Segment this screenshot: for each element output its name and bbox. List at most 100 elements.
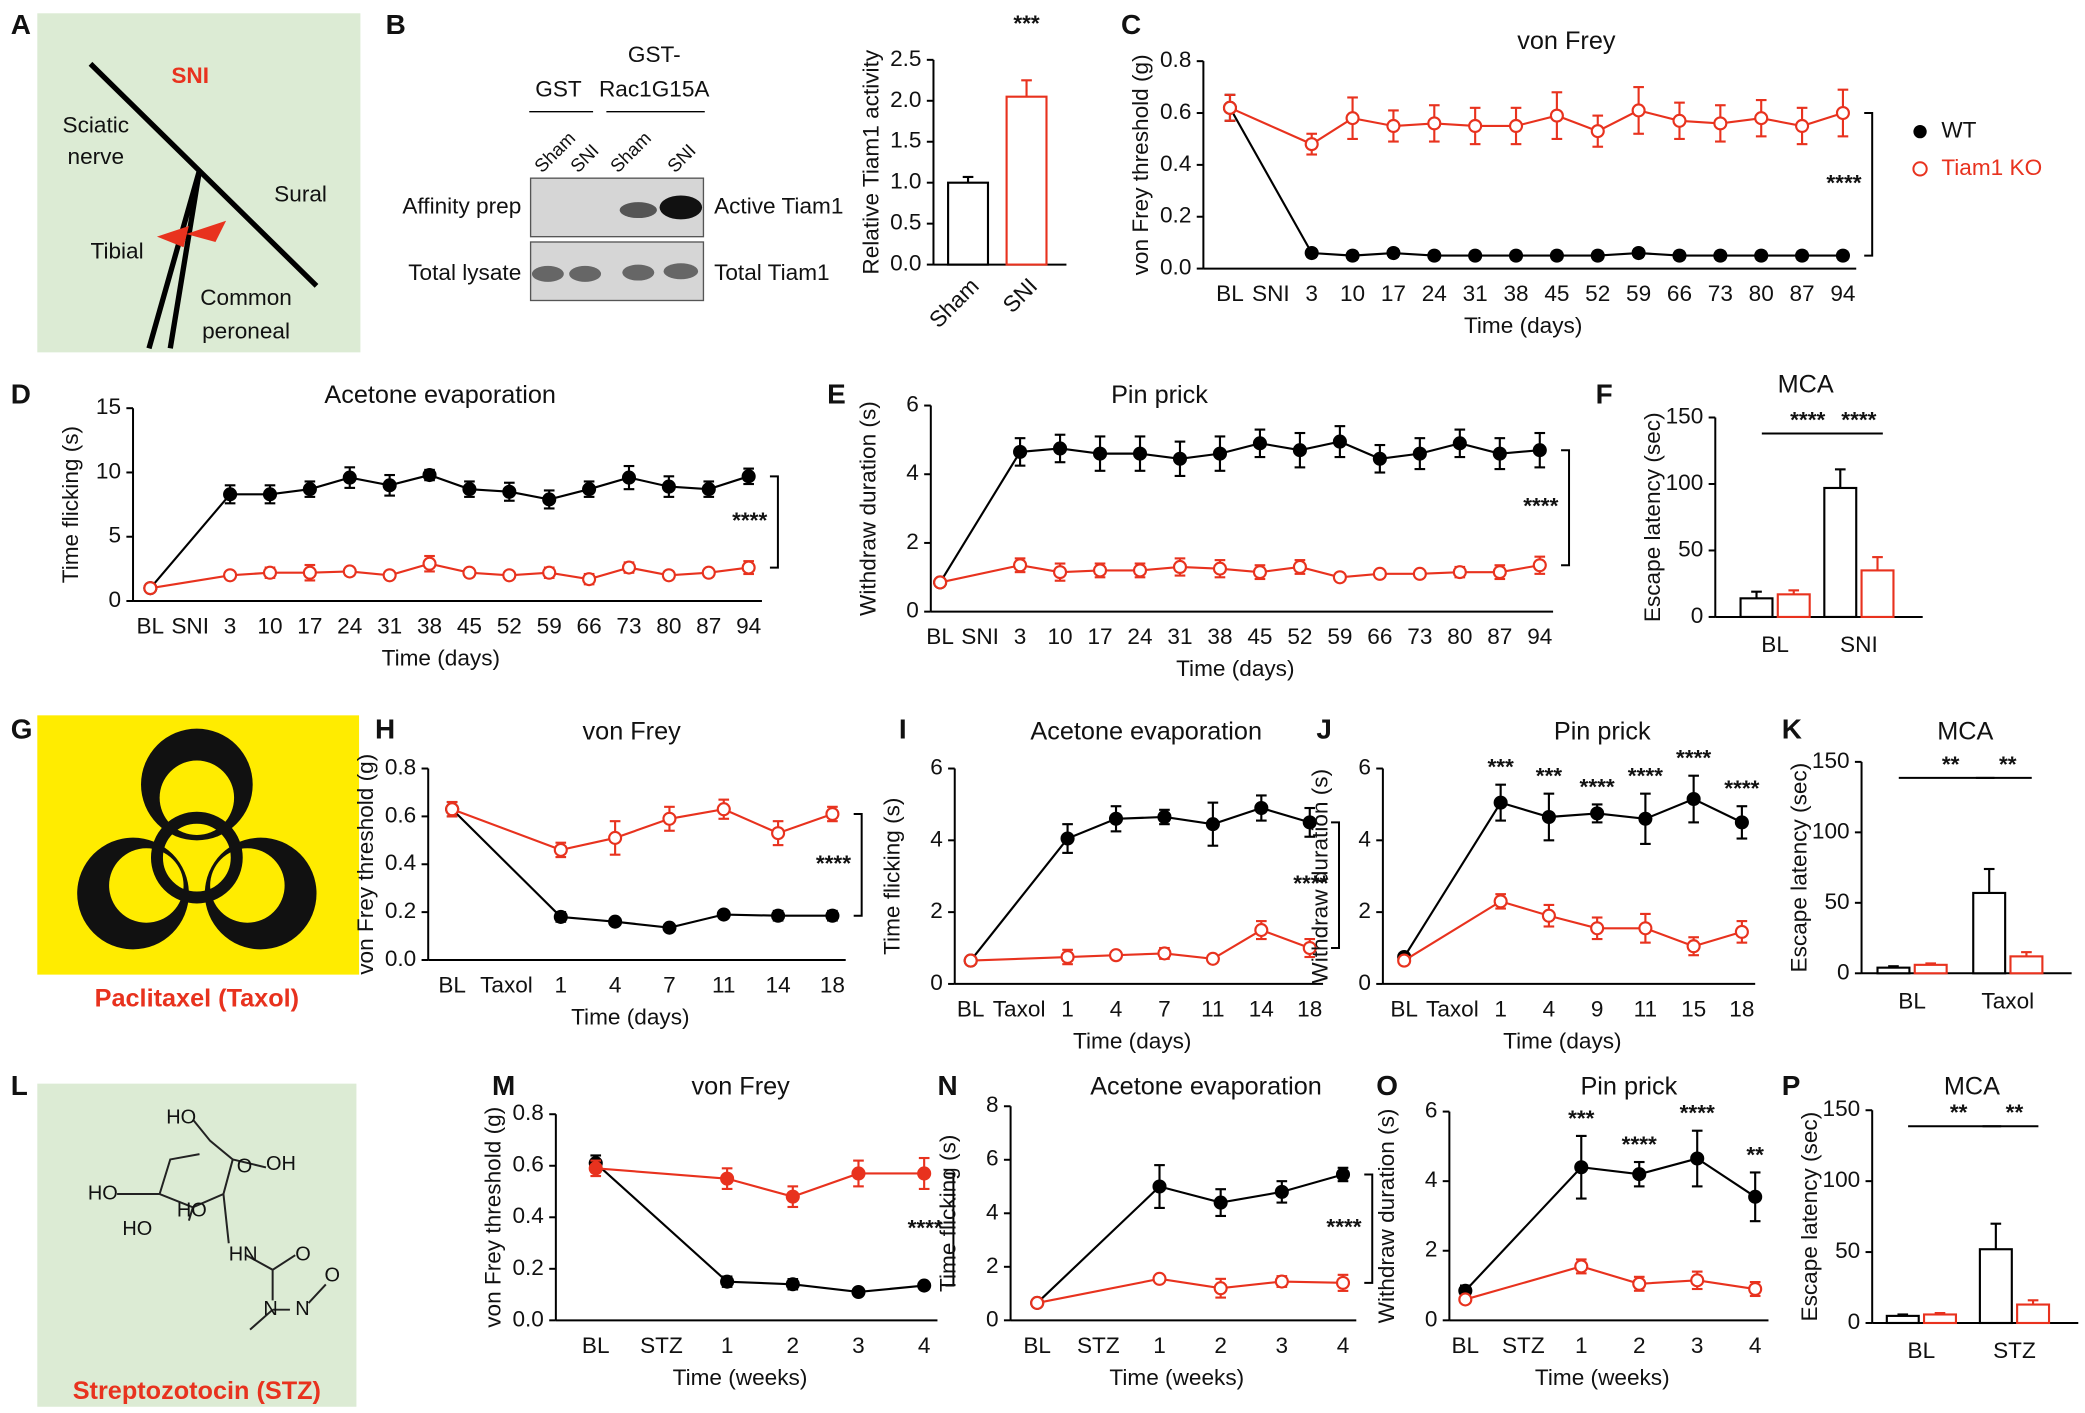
legend-label: Tiam1 KO — [1941, 155, 2042, 180]
data-point — [1132, 563, 1148, 578]
x-tick-label: 45 — [457, 614, 482, 639]
series-line — [1229, 107, 1843, 257]
data-point — [1493, 795, 1508, 810]
bar — [1913, 963, 1948, 975]
chart-title: Pin prick — [1580, 1072, 1677, 1100]
y-tick-label: 6 — [930, 754, 943, 779]
data-point — [1492, 446, 1507, 461]
x-tick-label: 17 — [1087, 624, 1112, 649]
data-point — [1532, 443, 1547, 458]
panel-letter: J — [1316, 714, 1332, 745]
y-tick-label: 0.0 — [890, 251, 921, 276]
panel-letter: O — [1376, 1070, 1398, 1101]
significance-bracket — [853, 813, 863, 917]
y-tick-label: 4 — [906, 460, 919, 485]
data-point — [621, 560, 637, 575]
significance-label: **** — [1293, 871, 1328, 896]
data-point — [825, 806, 840, 822]
chart-title: MCA — [1944, 1072, 2000, 1100]
data-point — [1152, 1179, 1167, 1194]
y-tick-label: 100 — [1666, 470, 1704, 495]
data-point — [1412, 446, 1427, 461]
data-point — [1590, 248, 1605, 263]
y-axis-title: Relative Tiam1 activity — [858, 49, 883, 274]
data-point — [1458, 1292, 1473, 1307]
data-point — [588, 1161, 603, 1176]
chem-atom: HO — [166, 1106, 196, 1128]
x-tick-label: 38 — [1503, 281, 1528, 306]
data-point — [342, 470, 357, 485]
data-point — [542, 492, 557, 507]
y-axis-title: Escape latency (sec) — [1786, 763, 1811, 973]
data-point — [1152, 1271, 1167, 1286]
data-point — [661, 568, 676, 583]
x-tick-label: 24 — [1422, 281, 1447, 306]
y-tick-label: 4 — [1425, 1167, 1438, 1192]
data-point — [542, 565, 557, 580]
chem-atom: O — [237, 1156, 253, 1178]
data-point — [1508, 248, 1524, 263]
data-point — [1304, 137, 1319, 152]
x-tick-label: STZ — [1993, 1338, 2036, 1363]
chem-atom: OH — [266, 1153, 296, 1175]
data-point — [1468, 248, 1483, 263]
data-point — [1690, 1273, 1705, 1288]
point-label: **** — [1628, 764, 1663, 789]
y-tick-label: 0 — [986, 1306, 999, 1331]
panel-letter: N — [937, 1070, 957, 1101]
data-point — [1690, 1151, 1705, 1166]
panel-letter: A — [11, 9, 31, 40]
data-point — [1632, 1276, 1647, 1291]
data-point — [917, 1278, 932, 1293]
x-event-label: Taxol — [1426, 996, 1479, 1021]
data-point — [1397, 953, 1412, 968]
x-event-label: SNI — [961, 624, 999, 649]
x-tick-label: 17 — [1381, 281, 1406, 306]
x-tick-label: BL — [1761, 632, 1789, 657]
x-axis-title: Time (days) — [1503, 1028, 1621, 1053]
data-point — [701, 482, 716, 497]
point-label: *** — [1487, 755, 1514, 780]
y-tick-label: 150 — [1666, 403, 1704, 428]
x-tick-label: 10 — [257, 614, 282, 639]
y-tick-label: 0.8 — [512, 1100, 543, 1125]
x-tick-label: 3 — [1691, 1333, 1704, 1358]
panel-letter: F — [1596, 379, 1613, 410]
x-tick-label: 45 — [1544, 281, 1569, 306]
point-label: ** — [1746, 1142, 1764, 1167]
y-axis-title: Escape latency (sec) — [1640, 412, 1665, 622]
data-point — [1212, 561, 1228, 576]
x-tick-label: 14 — [766, 973, 791, 998]
data-point — [1372, 451, 1387, 466]
x-tick-label: 17 — [297, 614, 322, 639]
y-tick-label: 0.6 — [1160, 99, 1191, 124]
x-tick-label: 87 — [696, 614, 721, 639]
nerve-label: Tibial — [90, 239, 143, 264]
x-tick-label: 4 — [1110, 996, 1123, 1021]
y-tick-label: 100 — [1812, 818, 1850, 843]
x-tick-label: BL — [1023, 1333, 1051, 1358]
data-point — [1092, 563, 1108, 578]
data-point — [720, 1274, 735, 1289]
data-point — [262, 565, 278, 580]
data-point — [1254, 800, 1269, 816]
y-tick-label: 6 — [906, 392, 919, 417]
chem-atom: N — [263, 1298, 277, 1320]
data-point — [553, 909, 568, 924]
panel-letter: C — [1121, 9, 1141, 40]
nerve-label: Sural — [274, 181, 327, 206]
x-axis-title: Time (days) — [382, 645, 500, 670]
x-tick-label: 73 — [1407, 624, 1432, 649]
bar — [947, 181, 990, 266]
blot-bands — [531, 263, 699, 282]
y-tick-label: 0 — [906, 598, 919, 623]
nerve-label: peroneal — [202, 318, 290, 343]
data-point — [1157, 809, 1172, 825]
series-line — [150, 562, 749, 590]
x-tick-label: 52 — [1585, 281, 1610, 306]
data-point — [1686, 791, 1701, 807]
y-tick-label: 50 — [1824, 889, 1849, 914]
series-line — [1465, 1265, 1756, 1301]
data-point — [608, 914, 623, 929]
series-line — [1036, 1277, 1344, 1304]
